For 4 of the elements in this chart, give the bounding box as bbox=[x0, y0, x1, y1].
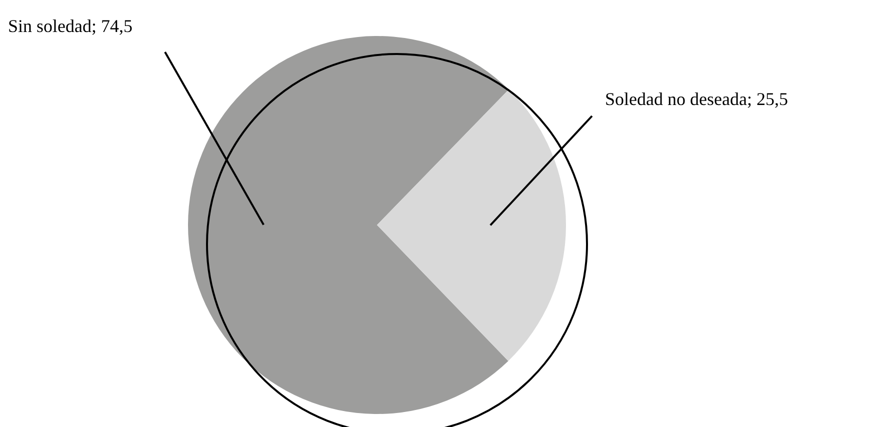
slice-label: Sin soledad; 74,5 bbox=[8, 16, 132, 36]
pie-slice bbox=[188, 36, 509, 414]
slice-label: Soledad no deseada; 25,5 bbox=[605, 89, 788, 109]
pie-slice bbox=[377, 90, 566, 361]
